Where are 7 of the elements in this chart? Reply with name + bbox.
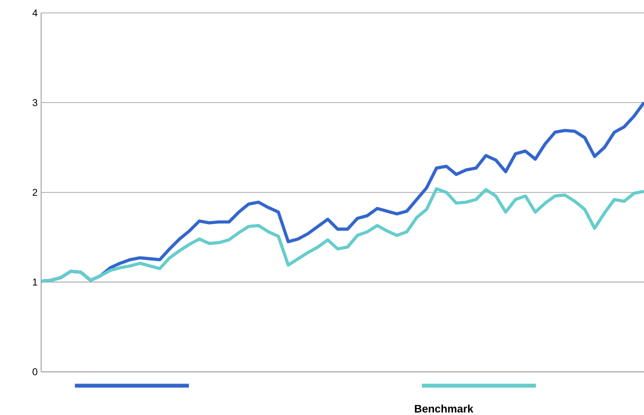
y-tick-label: 1 <box>32 278 38 286</box>
line-series <box>40 186 644 283</box>
y-tick-label: 3 <box>32 98 38 106</box>
y-tick-label: 0 <box>32 368 38 376</box>
y-tick-label: 2 <box>32 188 38 196</box>
y-tick-label: 4 <box>32 9 38 16</box>
text: Benchmark <box>414 404 474 412</box>
